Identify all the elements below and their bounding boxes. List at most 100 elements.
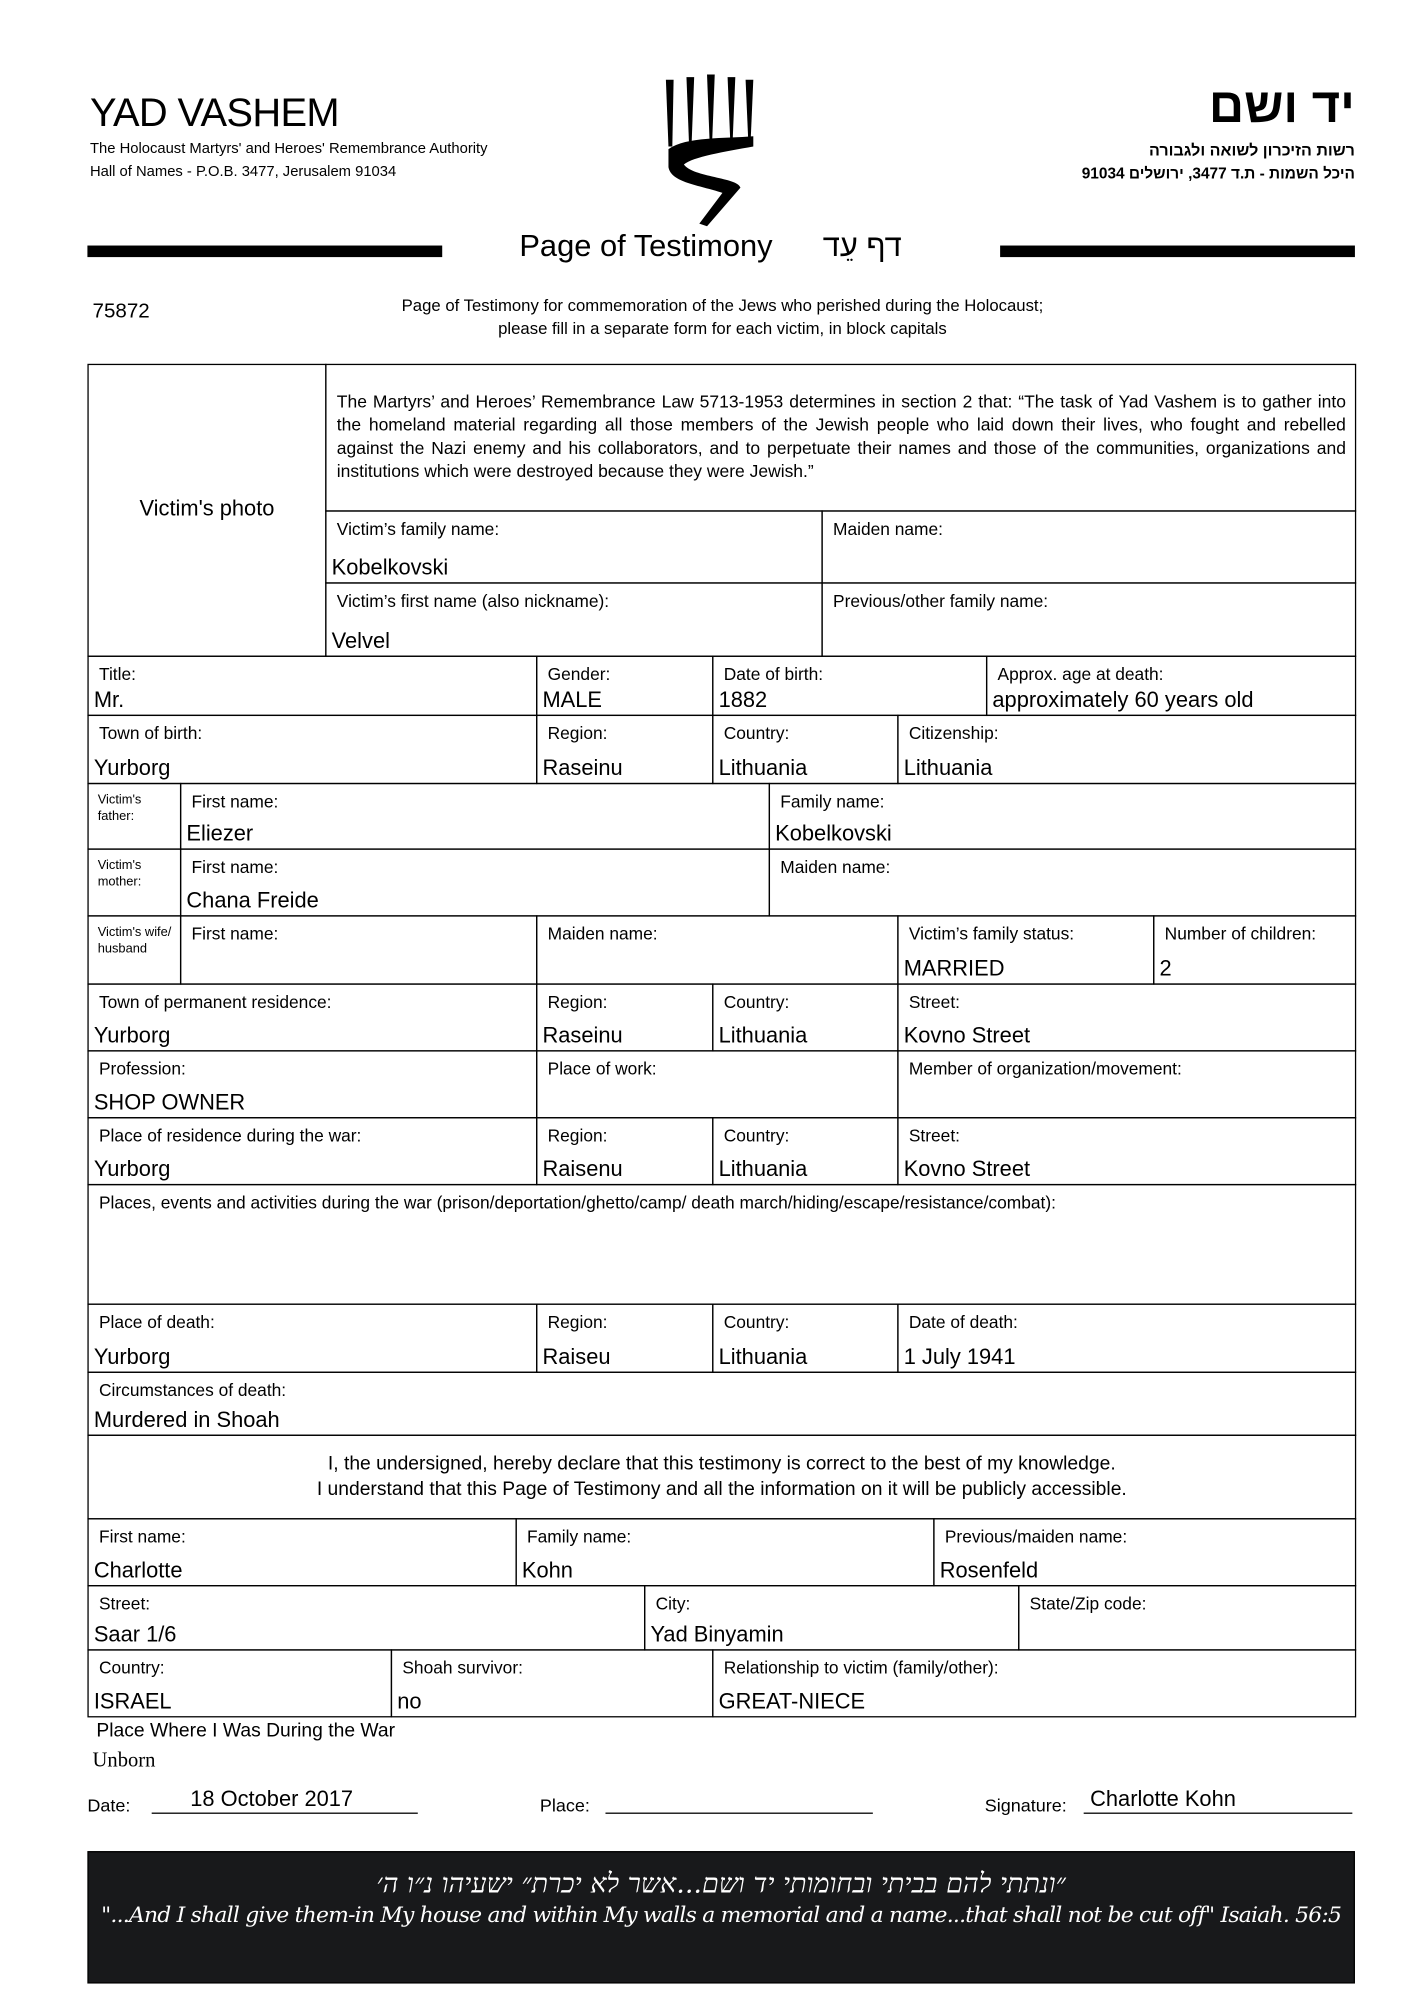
profession-label: Profession: bbox=[98, 1059, 186, 1079]
spouse-maiden-name-cell[interactable]: Maiden name: bbox=[536, 915, 899, 985]
war-street-value: Kovno Street bbox=[903, 1156, 1031, 1182]
war-events-cell[interactable]: Places, events and activities during the… bbox=[87, 1183, 1357, 1305]
town-of-birth-cell[interactable]: Town of birth: Yurborg bbox=[87, 714, 538, 785]
victim-dob-cell[interactable]: Date of birth: 1882 bbox=[712, 655, 988, 717]
war-region-cell[interactable]: Region: Raisenu bbox=[536, 1117, 714, 1186]
mother-maiden-name-label: Maiden name: bbox=[780, 857, 891, 877]
submitter-zip-cell[interactable]: State/Zip code: bbox=[1018, 1585, 1357, 1651]
war-country-cell[interactable]: Country: Lithuania bbox=[712, 1117, 899, 1186]
declaration-line-2: I understand that this Page of Testimony… bbox=[316, 1478, 1127, 1501]
birth-country-cell[interactable]: Country: Lithuania bbox=[712, 714, 899, 785]
death-date-value: 1 July 1941 bbox=[903, 1344, 1016, 1370]
submitter-maiden-name-value: Rosenfeld bbox=[939, 1558, 1039, 1583]
submitter-first-name-cell[interactable]: First name: Charlotte bbox=[87, 1518, 517, 1587]
father-family-name-label: Family name: bbox=[780, 791, 885, 812]
victim-title-cell[interactable]: Title: Mr. bbox=[87, 655, 538, 717]
father-first-name-label: First name: bbox=[191, 791, 279, 812]
victim-family-name-value: Kobelkovski bbox=[331, 555, 449, 580]
father-first-name-cell[interactable]: First name: Eliezer bbox=[179, 782, 771, 850]
submitter-family-name-label: Family name: bbox=[527, 1527, 632, 1547]
submitter-maiden-name-label: Previous/maiden name: bbox=[944, 1527, 1128, 1547]
residence-town-cell[interactable]: Town of permanent residence: Yurborg bbox=[87, 983, 538, 1052]
submitter-maiden-name-cell[interactable]: Previous/maiden name: Rosenfeld bbox=[933, 1518, 1357, 1587]
relationship-to-victim-cell[interactable]: Relationship to victim (family/other): GR… bbox=[712, 1649, 1357, 1718]
submitter-country-value: ISRAEL bbox=[93, 1689, 172, 1714]
spouse-first-name-label: First name: bbox=[191, 924, 279, 944]
death-circumstances-label: Circumstances of death: bbox=[98, 1380, 287, 1400]
birth-region-cell[interactable]: Region: Raseinu bbox=[536, 714, 714, 785]
residence-country-cell[interactable]: Country: Lithuania bbox=[712, 983, 899, 1052]
victim-age-cell[interactable]: Approx. age at death: approximately 60 ye… bbox=[985, 655, 1357, 717]
profession-cell[interactable]: Profession: SHOP OWNER bbox=[87, 1050, 538, 1119]
victim-gender-cell[interactable]: Gender: MALE bbox=[536, 655, 714, 717]
page-title-hebrew: דף עֵד bbox=[822, 228, 902, 264]
victim-first-name-value: Velvel bbox=[331, 628, 390, 654]
death-region-cell[interactable]: Region: Raiseu bbox=[536, 1303, 714, 1373]
war-residence-town-cell[interactable]: Place of residence during the war: Yurbor… bbox=[87, 1117, 538, 1186]
spouse-first-name-cell[interactable]: First name: bbox=[179, 915, 538, 985]
org-name: YAD VASHEM bbox=[89, 89, 340, 135]
death-country-cell[interactable]: Country: Lithuania bbox=[712, 1303, 899, 1373]
number-of-children-value: 2 bbox=[1159, 956, 1172, 981]
victim-photo-cell[interactable]: Victim's photo bbox=[87, 363, 327, 657]
residence-street-value: Kovno Street bbox=[903, 1023, 1031, 1048]
war-street-cell[interactable]: Street: Kovno Street bbox=[897, 1117, 1357, 1186]
war-region-label: Region: bbox=[547, 1126, 608, 1146]
submitter-city-label: City: bbox=[655, 1594, 691, 1614]
signature-value: Charlotte Kohn bbox=[1090, 1786, 1236, 1812]
father-first-name-value: Eliezer bbox=[186, 821, 254, 846]
father-family-name-cell[interactable]: Family name: Kobelkovski bbox=[768, 782, 1357, 850]
organization-label: Member of organization/movement: bbox=[908, 1059, 1182, 1079]
place-of-work-label: Place of work: bbox=[547, 1059, 657, 1079]
form-number: 75872 bbox=[92, 300, 150, 323]
mother-first-name-cell[interactable]: First name: Chana Freide bbox=[179, 848, 771, 917]
org-subtitle: The Holocaust Martyrs' and Heroes' Remem… bbox=[89, 141, 488, 157]
victim-dob-value: 1882 bbox=[718, 687, 768, 713]
victim-age-label: Approx. age at death: bbox=[997, 664, 1164, 684]
father-family-name-value: Kobelkovski bbox=[775, 821, 892, 846]
death-place-label: Place of death: bbox=[98, 1312, 215, 1332]
residence-region-cell[interactable]: Region: Raseinu bbox=[536, 983, 714, 1052]
mother-label: Victim's mother: bbox=[97, 858, 142, 890]
victim-gender-value: MALE bbox=[542, 687, 602, 713]
mother-maiden-name-cell[interactable]: Maiden name: bbox=[768, 848, 1357, 917]
date-value: 18 October 2017 bbox=[190, 1786, 354, 1812]
declaration-cell: I, the undersigned, hereby declare that … bbox=[87, 1434, 1357, 1520]
war-region-value: Raisenu bbox=[542, 1156, 623, 1182]
submitter-street-cell[interactable]: Street: Saar 1/6 bbox=[87, 1585, 646, 1651]
signature-field[interactable]: Charlotte Kohn bbox=[1083, 1786, 1353, 1814]
header-rule-left bbox=[87, 245, 443, 258]
birth-region-label: Region: bbox=[547, 723, 608, 744]
family-status-cell[interactable]: Victim’s family status: MARRIED bbox=[897, 915, 1155, 985]
submitter-country-cell[interactable]: Country: ISRAEL bbox=[87, 1649, 393, 1718]
victim-age-value: approximately 60 years old bbox=[992, 687, 1254, 713]
organization-cell[interactable]: Member of organization/movement: bbox=[897, 1050, 1357, 1119]
victim-maiden-name-cell[interactable]: Maiden name: bbox=[821, 510, 1357, 584]
place-field[interactable] bbox=[605, 1787, 873, 1814]
town-of-birth-label: Town of birth: bbox=[98, 723, 203, 744]
father-label-cell: Victim's father: bbox=[87, 782, 182, 850]
death-date-cell[interactable]: Date of death: 1 July 1941 bbox=[897, 1303, 1357, 1373]
victim-family-name-cell[interactable]: Victim’s family name: Kobelkovski bbox=[325, 510, 823, 584]
residence-region-label: Region: bbox=[547, 992, 608, 1012]
footer-quote-box: ״ונתתי להם בביתי ובחומותי יד ושם...אשר ל… bbox=[87, 1851, 1355, 1984]
submitter-city-cell[interactable]: City: Yad Binyamin bbox=[644, 1585, 1020, 1651]
victim-first-name-cell[interactable]: Victim’s first name (also nickname): Velv… bbox=[325, 582, 823, 657]
war-place-value[interactable]: Unborn bbox=[92, 1749, 156, 1772]
place-of-work-cell[interactable]: Place of work: bbox=[536, 1050, 899, 1119]
death-circumstances-cell[interactable]: Circumstances of death: Murdered in Shoah bbox=[87, 1371, 1357, 1436]
shoah-survivor-cell[interactable]: Shoah survivor: no bbox=[390, 1649, 714, 1718]
death-place-cell[interactable]: Place of death: Yurborg bbox=[87, 1303, 538, 1373]
citizenship-value: Lithuania bbox=[903, 755, 993, 781]
date-field[interactable]: 18 October 2017 bbox=[151, 1786, 418, 1814]
submitter-family-name-cell[interactable]: Family name: Kohn bbox=[515, 1518, 935, 1587]
death-country-label: Country: bbox=[723, 1312, 790, 1332]
victim-other-family-name-cell[interactable]: Previous/other family name: bbox=[821, 582, 1357, 657]
residence-street-cell[interactable]: Street: Kovno Street bbox=[897, 983, 1357, 1052]
mother-first-name-value: Chana Freide bbox=[186, 888, 319, 913]
submitter-city-value: Yad Binyamin bbox=[650, 1622, 784, 1647]
citizenship-cell[interactable]: Citizenship: Lithuania bbox=[897, 714, 1357, 785]
number-of-children-cell[interactable]: Number of children: 2 bbox=[1153, 915, 1357, 985]
submitter-street-value: Saar 1/6 bbox=[93, 1622, 177, 1647]
